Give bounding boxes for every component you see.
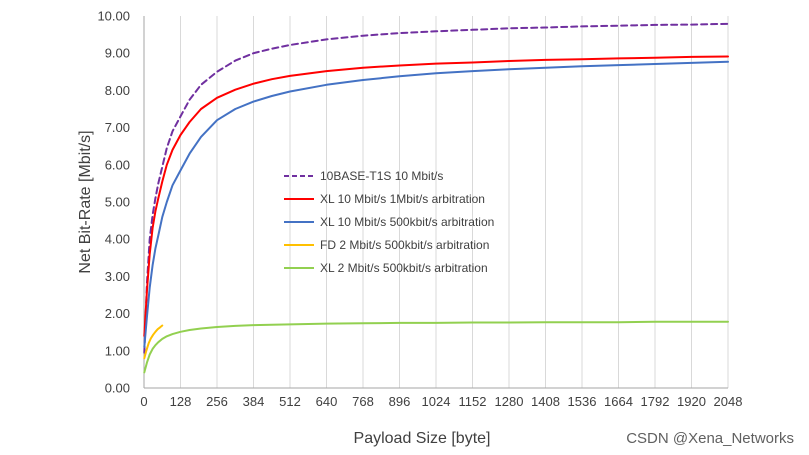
series-line: [143, 320, 729, 374]
y-tick-label: 8.00: [105, 83, 130, 98]
x-tick-label: 1152: [459, 394, 487, 409]
legend-label: XL 10 Mbit/s 500kbit/s arbitration: [320, 215, 494, 229]
legend-label: XL 2 Mbit/s 500kbit/s arbitration: [320, 261, 488, 275]
legend-label: 10BASE-T1S 10 Mbit/s: [320, 169, 443, 183]
x-tick-label: 1408: [531, 394, 560, 409]
y-tick-label: 1.00: [105, 343, 130, 358]
legend-label: XL 10 Mbit/s 1Mbit/s arbitration: [320, 192, 485, 206]
x-axis-title: Payload Size [byte]: [354, 430, 491, 447]
tick-labels: 0 128 256 384 512 640 768 896 1024 1152 1280 1408 15…: [97, 9, 742, 410]
x-tick-label: 1536: [568, 394, 597, 409]
legend-label: FD 2 Mbit/s 500kbit/s arbitration: [320, 238, 489, 252]
series-line: [143, 324, 164, 360]
x-tick-label: 384: [243, 394, 265, 409]
x-tick-label: 896: [389, 394, 411, 409]
y-tick-label: 0.00: [105, 381, 130, 396]
x-tick-label: 1024: [422, 394, 451, 409]
y-tick-label: 3.00: [105, 269, 130, 284]
y-tick-label: 10.00: [97, 9, 130, 24]
series-lines: [143, 22, 729, 374]
y-tick-label: 9.00: [105, 46, 130, 61]
x-tick-label: 512: [279, 394, 301, 409]
legend: 10BASE-T1S 10 Mbit/s XL 10 Mbit/s 1Mbit/s…: [284, 169, 494, 275]
x-tick-label: 0: [140, 394, 147, 409]
y-tick-label: 7.00: [105, 120, 130, 135]
y-tick-label: 5.00: [105, 195, 130, 210]
x-tick-label: 2048: [714, 394, 743, 409]
x-tick-label: 128: [170, 394, 192, 409]
watermark: CSDN @Xena_Networks: [626, 430, 794, 447]
vertical-gridlines: [180, 16, 729, 388]
x-tick-label: 1792: [641, 394, 670, 409]
y-tick-label: 6.00: [105, 157, 130, 172]
y-tick-label: 4.00: [105, 232, 130, 247]
x-tick-label: 1920: [677, 394, 706, 409]
series-line: [143, 60, 729, 349]
y-axis-title: Net Bit-Rate [Mbit/s]: [77, 130, 94, 273]
y-tick-label: 2.00: [105, 306, 130, 321]
x-tick-label: 256: [206, 394, 228, 409]
series-line: [143, 55, 729, 337]
x-tick-label: 768: [352, 394, 374, 409]
series-line: [143, 22, 729, 354]
x-tick-label: 1664: [604, 394, 633, 409]
x-tick-label: 1280: [495, 394, 524, 409]
x-tick-label: 640: [316, 394, 338, 409]
